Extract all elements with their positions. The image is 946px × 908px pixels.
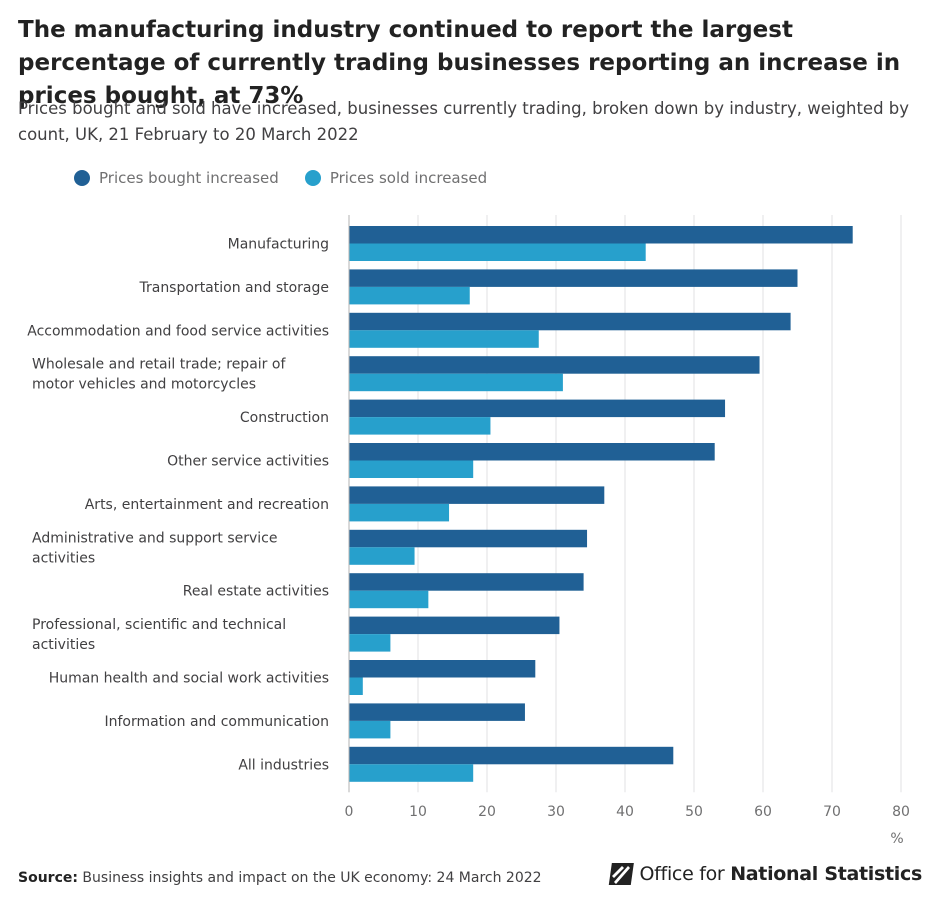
bar-prices-sold (349, 460, 474, 478)
logo-name: National Statistics (730, 863, 922, 885)
bar-prices-bought (349, 616, 560, 635)
bar-prices-bought (349, 312, 791, 331)
bar-prices-sold (349, 286, 470, 305)
bar-prices-bought (349, 269, 798, 287)
bar-prices-bought (349, 529, 588, 548)
bar-prices-sold (349, 720, 391, 739)
chart-subtitle: Prices bought and sold have increased, b… (18, 99, 910, 144)
x-tick-label: 60 (754, 804, 772, 820)
bar-prices-bought (349, 399, 726, 418)
x-tick-label: 20 (478, 804, 496, 820)
category-label: Transportation and storage (138, 280, 329, 296)
bar-prices-bought (349, 573, 584, 591)
category-label: Construction (240, 410, 329, 426)
legend-item-bought: Prices bought increased (74, 169, 279, 187)
x-axis-unit: % (890, 831, 903, 847)
x-tick-label: 30 (547, 804, 565, 820)
bar-prices-bought (349, 356, 760, 374)
bar-prices-bought (349, 443, 715, 461)
category-label: Wholesale and retail trade; repair of mot… (32, 357, 286, 393)
legend-swatch-sold (304, 170, 321, 186)
legend-label-sold: Prices sold increased (329, 169, 488, 187)
bar-prices-bought (349, 703, 525, 721)
bar-prices-sold (349, 590, 429, 609)
source-note: Source: Business insights and impact on … (18, 870, 542, 886)
category-label: Information and communication (104, 714, 329, 730)
bar-prices-bought (349, 486, 605, 504)
logo-prefix: Office for (639, 863, 725, 885)
category-label: Real estate activities (183, 584, 329, 600)
category-label: Human health and social work activities (49, 671, 329, 687)
bar-prices-sold (349, 503, 450, 522)
legend-item-sold: Prices sold increased (304, 169, 488, 187)
x-tick-label: 0 (345, 804, 354, 820)
bar-prices-sold (349, 677, 363, 695)
category-label: Administrative and support service activi… (32, 530, 278, 566)
category-label: Professional, scientific and technical ac… (32, 617, 286, 653)
x-tick-label: 40 (616, 804, 634, 820)
category-label: Accommodation and food service activitie… (27, 323, 329, 339)
ons-logo: Office for National Statistics (608, 862, 922, 886)
category-label: Other service activities (167, 454, 329, 470)
x-tick-label: 10 (409, 804, 427, 820)
x-tick-label: 80 (892, 804, 910, 820)
bar-chart: 0 10 20 30 40 50 60 70 80% Manufacturing Transport… (27, 215, 910, 847)
legend-swatch-bought (74, 170, 90, 186)
source-text: Business insights and impact on the UK e… (82, 870, 542, 886)
bar-prices-sold (349, 373, 563, 392)
bar-prices-sold (349, 417, 491, 435)
bar-prices-sold (349, 634, 391, 652)
ons-logo-icon (608, 863, 634, 885)
bar-prices-bought (349, 660, 536, 678)
bar-prices-sold (349, 243, 646, 261)
category-label: Arts, entertainment and recreation (85, 497, 329, 513)
bar-prices-bought (349, 226, 853, 244)
x-tick-label: 50 (685, 804, 703, 820)
chart-legend: Prices bought increased Prices sold incr… (74, 166, 513, 190)
legend-label-bought: Prices bought increased (99, 169, 279, 187)
bar-prices-sold (349, 764, 474, 782)
chart-title: The manufacturing industry continued to … (18, 17, 901, 109)
category-label: Manufacturing (228, 237, 329, 253)
bar-prices-sold (349, 330, 539, 348)
category-label: All industries (238, 757, 329, 773)
x-tick-label: 70 (823, 804, 841, 820)
bar-prices-bought (349, 746, 674, 765)
bar-prices-sold (349, 547, 415, 565)
source-label: Source: (18, 870, 78, 886)
